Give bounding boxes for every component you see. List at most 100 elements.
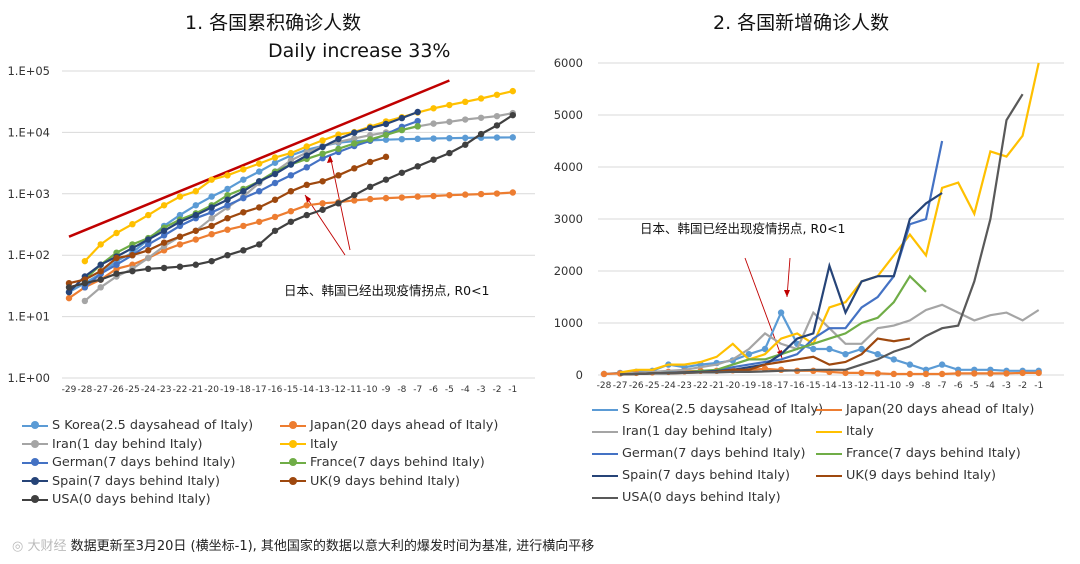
chart-1-point-german — [145, 241, 152, 248]
chart-2-point-s-korea — [810, 345, 817, 353]
chart-1-line-spain — [68, 110, 419, 293]
chart-1-point-spain — [287, 161, 295, 168]
chart-1-x-tick-label: -20 — [204, 385, 219, 395]
chart-1-point-s-korea — [398, 135, 406, 143]
chart-1-point-uk — [240, 209, 247, 216]
chart-2-point-japan — [890, 370, 897, 378]
chart-2-point-s-korea — [777, 309, 785, 316]
chart-1-point-german — [303, 164, 310, 171]
chart-1-point-italy — [256, 160, 263, 167]
chart-1-point-spain — [208, 204, 215, 211]
chart-1-point-usa — [366, 183, 374, 191]
chart-1-point-usa — [335, 200, 342, 207]
chart-2-point-s-korea — [761, 345, 769, 353]
chart-2-x-tick-label: -26 — [629, 381, 644, 391]
chart-1-point-usa — [430, 156, 437, 163]
chart-1-x-tick-label: -17 — [252, 385, 267, 395]
chart-1-point-japan — [192, 236, 199, 243]
chart-1-point-spain — [65, 288, 73, 296]
legend-marker — [289, 439, 297, 448]
chart-1-point-usa — [160, 264, 168, 272]
legend-swatch — [22, 476, 48, 485]
chart-1-x-tick-label: -13 — [315, 385, 330, 395]
legend-marker — [31, 495, 39, 503]
chart-1-point-uk — [145, 247, 152, 254]
legend-label: S Korea(2.5 daysahead of Italy) — [52, 418, 254, 433]
chart-2-x-tick-label: -2 — [1018, 381, 1027, 391]
chart-2-point-s-korea — [874, 351, 881, 358]
chart-1-point-japan — [446, 191, 453, 199]
chart-1-point-japan — [366, 195, 374, 203]
chart-2-point-japan — [906, 370, 914, 378]
chart-1-point-spain — [271, 170, 279, 178]
chart-1-point-uk — [256, 204, 263, 211]
legend-swatch — [22, 439, 48, 448]
chart-1-line-german — [84, 120, 419, 289]
chart-1-point-usa — [446, 149, 453, 157]
chart-2-line-italy — [619, 62, 1040, 374]
chart-1-point-s-korea — [430, 135, 437, 142]
chart-1-arrow-head — [305, 195, 311, 203]
chart-1-point-usa — [113, 270, 120, 277]
chart-1-point-usa — [271, 227, 279, 234]
chart-2-line-spain — [620, 192, 943, 376]
chart-1-point-usa — [462, 141, 469, 148]
chart-2-x-tick-label: -17 — [774, 381, 789, 391]
chart-1-point-s-korea — [192, 202, 199, 209]
chart-1-point-s-korea — [509, 134, 516, 141]
chart-1-point-france — [351, 140, 358, 147]
chart-1-x-tick-label: -29 — [62, 385, 77, 395]
chart-1-y-tick-label: 1.E+03 — [7, 187, 50, 201]
chart-2-x-tick-label: -27 — [613, 381, 628, 391]
legend-marker — [31, 421, 39, 429]
chart-1-point-japan — [351, 197, 358, 204]
chart-1-point-italy — [271, 154, 279, 161]
chart-1-point-france — [414, 123, 421, 130]
chart-1-point-italy — [160, 202, 168, 209]
chart-1-x-tick-label: -10 — [363, 385, 378, 395]
chart-1-point-usa — [192, 261, 199, 268]
chart-1-x-tick-label: -24 — [141, 385, 156, 395]
chart-1-point-uk — [192, 227, 199, 234]
chart-1-point-german — [414, 117, 421, 125]
legend-swatch — [592, 408, 618, 411]
chart-1-y-tick-label: 1.E+01 — [7, 310, 50, 324]
chart-1-point-german — [271, 179, 279, 187]
chart-2-arrow-head — [784, 290, 790, 297]
chart-2-point-japan — [1003, 370, 1010, 377]
chart-1-point-s-korea — [208, 193, 215, 200]
chart-2-point-japan — [987, 370, 994, 377]
chart-1-point-japan — [398, 194, 406, 201]
chart-1-point-italy — [176, 193, 184, 200]
chart-2-point-japan — [874, 370, 881, 377]
legend-swatch — [816, 474, 842, 477]
legend-item-german: German(7 days behind Italy) — [592, 446, 805, 461]
chart-2-point-s-korea — [858, 345, 865, 353]
chart-1-point-spain — [129, 245, 136, 252]
chart-2-x-tick-label: -24 — [661, 381, 676, 391]
chart-1-point-italy — [477, 95, 485, 102]
chart-1-point-iran — [477, 114, 485, 121]
legend-swatch — [816, 430, 842, 433]
chart-1-x-tick-label: -18 — [236, 385, 251, 395]
chart-1-point-spain — [160, 227, 168, 234]
chart-1-point-iran — [430, 120, 437, 127]
chart-1-point-japan — [65, 294, 73, 302]
chart-1-point-italy — [462, 98, 469, 106]
chart-1-point-spain — [97, 261, 104, 268]
legend-swatch — [592, 474, 618, 477]
chart-1-point-spain — [256, 178, 263, 185]
legend-label: Spain(7 days behind Italy) — [622, 468, 790, 483]
chart-1-point-italy — [81, 257, 89, 265]
chart-2-point-s-korea — [745, 351, 753, 358]
legend-label: German(7 days behind Italy) — [52, 455, 236, 470]
legend-marker — [31, 458, 39, 466]
chart-1-point-usa — [493, 122, 501, 129]
footer-text: 数据更新至3月20日 (横坐标-1), 其他国家的数据以意大利的爆发时间为基准,… — [70, 539, 595, 554]
chart-1-point-usa — [351, 191, 358, 199]
chart-1-point-uk — [382, 153, 390, 161]
chart-1-point-usa — [129, 267, 136, 275]
chart-1-point-spain — [192, 211, 199, 219]
legend-swatch — [22, 495, 48, 503]
chart-1-point-s-korea — [493, 134, 501, 141]
